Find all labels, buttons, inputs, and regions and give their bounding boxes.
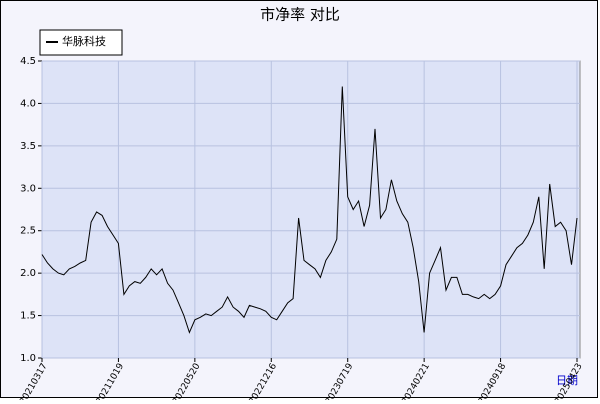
x-axis-label: 日期 — [556, 374, 578, 387]
y-tick-label: 3.0 — [20, 183, 36, 194]
y-tick-label: 4.5 — [20, 56, 36, 67]
y-tick-label: 1.5 — [20, 311, 36, 322]
y-tick-label: 1.0 — [20, 353, 36, 364]
y-tick-label: 3.5 — [20, 141, 36, 152]
series-line — [41, 86, 578, 334]
plot-area — [41, 60, 581, 359]
chart-title: 市净率 对比 — [260, 6, 340, 24]
y-tick-label: 2.5 — [20, 226, 36, 237]
y-tick-label: 4.0 — [20, 98, 36, 109]
legend-label: 华脉科技 — [62, 34, 106, 48]
y-tick-label: 2.0 — [20, 268, 36, 279]
